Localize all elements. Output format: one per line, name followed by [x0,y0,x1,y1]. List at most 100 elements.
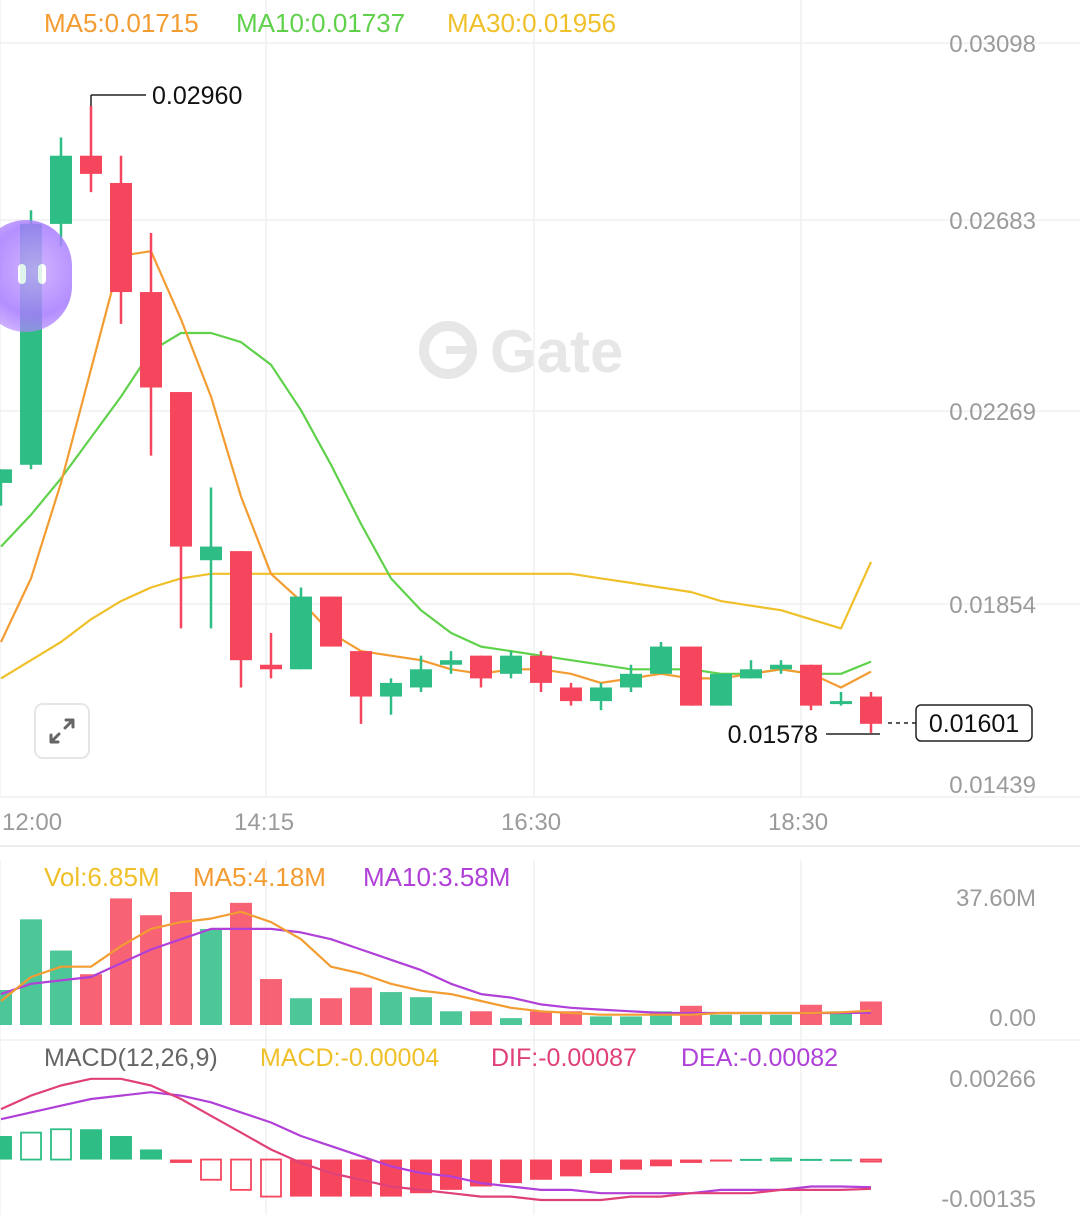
candle-body [470,655,492,679]
macd-hist-bar [860,1158,882,1163]
macd-hist-bar [320,1159,342,1197]
volume-bar [710,1014,732,1025]
volume-bar [440,1011,462,1025]
volume-axis-max: 37.60M [956,885,1036,912]
high-price-label: 0.02960 [152,82,242,110]
low-marker: 0.01578 [728,721,880,749]
macd-legend-dif: DIF:-0.00087 [491,1044,637,1072]
candles-group [0,105,882,733]
macd-hist-bar [650,1159,672,1167]
macd-hist-bar [590,1159,612,1174]
macd-hist-bar [740,1158,762,1161]
volume-bar [20,919,42,1025]
expand-chart-button[interactable] [34,703,90,759]
legend-ma30: MA30:0.01956 [447,8,616,38]
volume-bar [410,997,432,1025]
gate-watermark: Gate [419,318,623,385]
price-axis-label: 0.01854 [949,592,1036,619]
volume-bar [230,902,252,1025]
volume-bar [830,1011,852,1025]
vol-legend-value: Vol:6.85M [44,862,160,892]
macd-hist-bar [560,1159,582,1177]
time-axis-label: 14:15 [234,809,294,836]
bubble-eye-icon [18,264,26,284]
vol-legend-ma10: MA10:3.58M [363,862,510,892]
macd-hist-bar [380,1159,402,1197]
time-axis-label: 16:30 [501,809,561,836]
macd-hist-bar [200,1158,222,1181]
assistant-bubble-icon[interactable] [0,220,72,332]
macd-hist-bar [20,1131,42,1161]
macd-hist-bar [470,1159,492,1187]
volume-axis-zero: 0.00 [989,1005,1036,1032]
volume-bar [380,992,402,1025]
macd-hist-bar [170,1159,192,1163]
macd-legend-name: MACD(12,26,9) [44,1044,218,1072]
candle-body [860,696,882,724]
macd-hist-bar [830,1159,852,1162]
vol-legend-ma5: MA5:4.18M [193,862,326,892]
dif-line [0,1077,872,1202]
volume-bar [770,1014,792,1025]
price-ma-lines [0,250,873,689]
ma10-line [0,331,872,675]
candle-body [230,551,252,661]
macd-histogram [0,1128,882,1198]
macd-hist-bar [800,1158,822,1161]
volume-bar [140,915,162,1025]
macd-hist-bar [410,1159,432,1194]
volume-bar [50,950,72,1025]
macd-hist-bar [770,1157,792,1162]
last-price-marker: 0.01601 [888,704,1033,742]
volume-bar [0,990,12,1025]
volume-bar [500,1018,522,1025]
candle-body [50,155,72,224]
price-axis-label: 0.02683 [949,208,1036,235]
candle-body [800,664,822,706]
candle-body [530,655,552,683]
candle-body [440,660,462,665]
high-marker: 0.02960 [90,82,242,110]
volume-bars [0,892,882,1025]
candle-body [740,669,762,679]
volume-bar [290,998,312,1025]
volume-bar [470,1011,492,1025]
macd-hist-bar [260,1158,282,1198]
candle-body [290,596,312,670]
candle-body [830,701,852,705]
volume-bar [560,1011,582,1025]
legend-ma10: MA10:0.01737 [236,8,405,38]
macd-hist-bar [530,1159,552,1180]
volume-ma-lines [0,910,872,1016]
time-axis-label: 12:00 [2,809,62,836]
candle-body [200,546,222,561]
ma30-line [0,561,873,680]
vol-ma5-line [0,910,872,1016]
dea-line [0,1091,872,1195]
volume-bar [80,974,102,1025]
price-axis-label: 0.02269 [949,399,1036,426]
macd-hist-bar [680,1159,702,1163]
volume-bar [110,898,132,1025]
macd-hist-bar [230,1158,252,1191]
low-price-label: 0.01578 [728,721,818,749]
candle-body [260,664,282,670]
expand-arrows-icon [49,718,75,744]
macd-hist-bar [710,1159,732,1162]
price-axis-label: 0.03098 [949,31,1036,58]
candle-body [500,655,522,674]
candle-body [590,687,612,702]
macd-hist-bar [500,1159,522,1184]
macd-hist-bar [620,1159,642,1170]
macd-hist-bar [140,1149,162,1160]
candle-body [350,651,372,697]
candle-body [770,664,792,670]
candle-body [650,646,672,674]
candle-body [410,669,432,688]
volume-bar [200,928,222,1025]
volume-bar [530,1011,552,1025]
candle-body [620,673,642,688]
candle-body [560,687,582,702]
